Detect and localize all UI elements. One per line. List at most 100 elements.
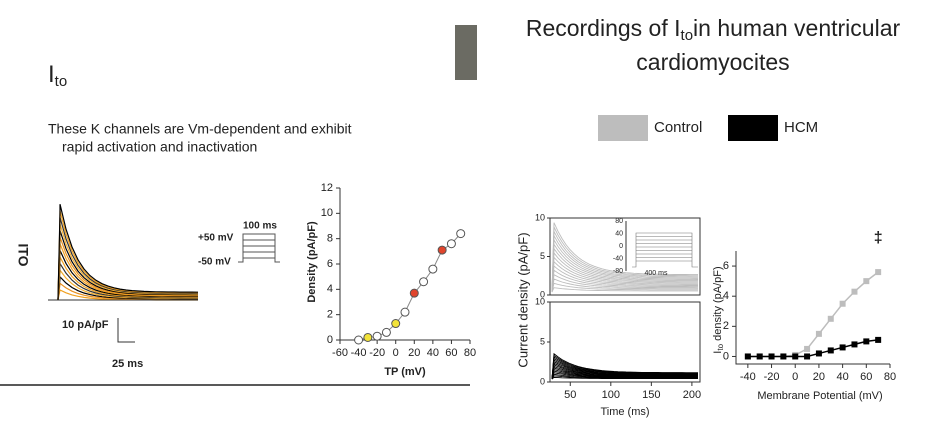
point — [419, 277, 429, 287]
y-tick-label: 0 — [723, 350, 729, 362]
inset-protocol — [632, 232, 698, 268]
point — [456, 229, 466, 239]
trace — [551, 269, 698, 293]
x-tick-label: -40 — [740, 371, 756, 383]
point — [372, 331, 382, 341]
point — [446, 239, 456, 249]
inset-tick-label: 80 — [615, 218, 623, 225]
x-tick-label: -20 — [369, 347, 385, 359]
legend-swatch — [598, 115, 648, 141]
point — [437, 245, 447, 255]
x-tick-label: -40 — [351, 347, 367, 359]
y-tick-label: 12 — [321, 182, 333, 194]
trace — [551, 247, 698, 293]
trace — [57, 204, 199, 301]
point — [756, 353, 763, 360]
title-sub: to — [681, 27, 694, 44]
trace — [57, 236, 198, 301]
trace — [551, 273, 699, 293]
trace — [551, 260, 698, 293]
point — [827, 347, 834, 354]
point — [792, 353, 799, 360]
y-tick-label: 5 — [540, 251, 545, 261]
y-label-part: I — [712, 351, 724, 354]
title-main: in human ventricular — [693, 15, 900, 41]
left-text: These K channels are Vm-dependent and ex… — [48, 121, 352, 137]
x-tick-label: 150 — [642, 389, 660, 401]
y-tick-label: 10 — [535, 212, 545, 222]
annotation: ‡ — [874, 229, 883, 246]
point — [768, 353, 775, 360]
trace — [551, 282, 698, 293]
y-tick-label: 5 — [540, 336, 545, 346]
point — [851, 341, 858, 348]
point — [815, 350, 822, 357]
y-tick-label: 2 — [327, 309, 333, 321]
trace — [57, 256, 198, 301]
y-tick-label: 10 — [321, 207, 333, 219]
point — [839, 300, 846, 307]
inset-tick-label: 40 — [615, 230, 623, 237]
trace — [551, 287, 698, 293]
inset-tick-label: -80 — [613, 268, 623, 275]
x-tick-label: 80 — [464, 347, 476, 359]
trace — [551, 229, 698, 293]
trace — [57, 243, 198, 301]
y-tick-label: 4 — [723, 290, 729, 302]
legend-label: Control — [654, 119, 702, 136]
x-axis-label: TP (mV) — [384, 366, 426, 378]
protocol-low: -50 mV — [198, 257, 231, 268]
point — [827, 315, 834, 322]
legend-swatch — [728, 115, 778, 141]
trace — [57, 268, 198, 301]
iv-chart: -40 -20 0 20 40 60 80 0 2 4 6 Membrane Potential (m… — [712, 229, 896, 402]
trace — [57, 282, 198, 301]
point — [875, 269, 882, 276]
protocol-time: 100 ms — [243, 221, 277, 232]
y-tick-label: 0 — [540, 289, 545, 299]
y-tick-label: 2 — [723, 320, 729, 332]
side-label: ITO — [15, 243, 31, 266]
x-tick-label: 20 — [813, 371, 825, 383]
trace — [551, 352, 698, 380]
trace — [551, 251, 698, 293]
thumbnail — [455, 25, 477, 80]
point — [804, 353, 811, 360]
point — [851, 288, 858, 295]
x-tick-label: 60 — [445, 347, 457, 359]
point — [839, 344, 846, 351]
y-axis-label: Ito density (pA/pF) — [712, 266, 725, 353]
title-sub: to — [55, 73, 68, 90]
y-axis-label: Density (pA/pF) — [306, 221, 318, 303]
scale-bar — [117, 318, 135, 343]
point — [875, 336, 882, 343]
y-tick-label: 6 — [327, 258, 333, 270]
point — [804, 345, 811, 352]
y-axis-label: Current density (pA/pF) — [515, 232, 530, 367]
x-tick-label: -60 — [332, 347, 348, 359]
point — [428, 264, 438, 274]
point — [780, 353, 787, 360]
legend: Control HCM — [598, 115, 818, 141]
x-tick-label: 40 — [836, 371, 848, 383]
point — [409, 288, 419, 298]
density-chart: -60 -40 -20 0 20 40 60 80 0 2 4 6 8 10 12 TP (mV) Densit… — [306, 182, 476, 378]
inset-tick-label: -40 — [613, 255, 623, 262]
point — [863, 338, 870, 345]
trace — [551, 234, 698, 293]
axis — [735, 251, 890, 365]
point — [363, 332, 373, 342]
trace — [551, 226, 698, 293]
trace — [551, 278, 698, 293]
point — [863, 278, 870, 285]
x-tick-label: 20 — [408, 347, 420, 359]
inset-time: 400 ms — [645, 270, 668, 277]
x-tick-label: 60 — [860, 371, 872, 383]
y-label-part: to — [716, 343, 725, 350]
x-tick-label: 40 — [427, 347, 439, 359]
trace — [551, 265, 698, 293]
x-tick-label: 100 — [602, 389, 620, 401]
y-tick-label: 0 — [327, 334, 333, 346]
trace — [551, 238, 699, 293]
